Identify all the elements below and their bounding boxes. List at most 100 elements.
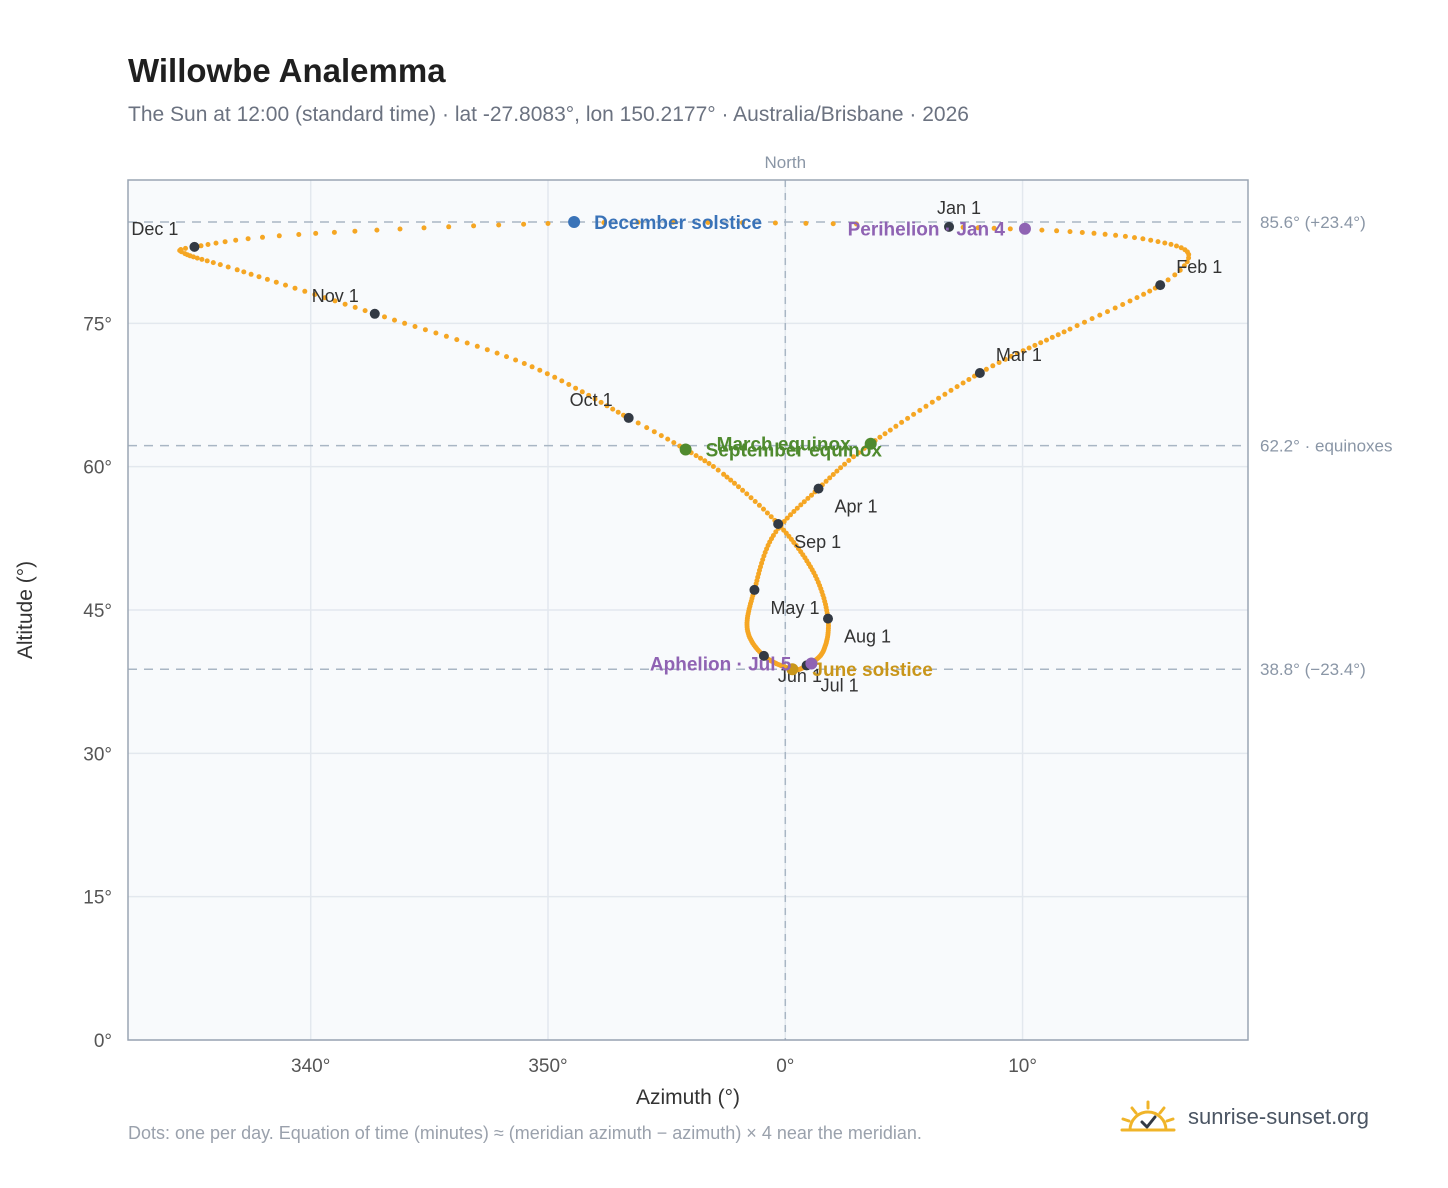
daily-dot — [402, 320, 408, 326]
daily-dot — [794, 505, 800, 511]
daily-dot — [1140, 236, 1146, 242]
daily-dot — [1177, 267, 1183, 273]
daily-dot — [715, 467, 721, 473]
daily-dot — [205, 242, 211, 247]
daily-dot — [273, 279, 279, 285]
daily-dot — [302, 288, 308, 294]
daily-dot — [412, 324, 418, 329]
daily-dot — [374, 227, 380, 233]
daily-dot — [706, 461, 712, 466]
daily-dot — [929, 399, 935, 405]
daily-dot — [454, 337, 460, 343]
daily-dot — [954, 384, 960, 390]
event-dot — [864, 437, 877, 450]
daily-dot — [773, 529, 779, 535]
daily-dot — [598, 399, 604, 405]
daily-dot — [1105, 309, 1110, 315]
reference-line-label: 62.2° · equinoxes — [1260, 437, 1393, 456]
event-dot — [1018, 222, 1031, 235]
daily-dot — [241, 269, 247, 275]
event-dot — [679, 443, 692, 456]
month-dot — [749, 584, 760, 595]
daily-dot — [392, 317, 397, 323]
daily-dot — [579, 389, 585, 395]
daily-dot — [788, 512, 793, 518]
daily-dot — [1049, 334, 1055, 340]
daily-dot — [838, 465, 844, 471]
y-tick-label: 0° — [94, 1031, 112, 1052]
month-dot — [1155, 280, 1166, 291]
daily-dot — [1032, 342, 1038, 348]
daily-dot — [331, 229, 337, 235]
daily-dot — [446, 224, 452, 230]
month-dot — [369, 308, 380, 319]
daily-dot — [761, 506, 766, 512]
brand-name: sunrise-sunset.org — [1188, 1104, 1369, 1129]
month-label: Jan 1 — [937, 198, 981, 218]
daily-dot — [1184, 259, 1190, 265]
daily-dot — [1186, 255, 1192, 261]
daily-dot — [801, 499, 807, 505]
daily-dot — [521, 361, 527, 366]
month-dot — [813, 483, 824, 494]
daily-dot — [544, 371, 550, 377]
daily-dot — [665, 436, 671, 442]
y-tick-label: 60° — [83, 458, 112, 479]
month-label: Mar 1 — [996, 345, 1042, 365]
daily-dot — [521, 221, 527, 227]
daily-dot — [464, 340, 470, 346]
daily-dot — [658, 433, 664, 439]
daily-dot — [199, 256, 205, 262]
chart-title: Willowbe Analemma — [128, 52, 446, 89]
daily-dot — [256, 274, 262, 280]
x-tick-label: 0° — [776, 1056, 794, 1077]
daily-dot — [948, 387, 954, 393]
daily-dot — [905, 415, 911, 421]
month-dot — [623, 412, 634, 423]
daily-dot — [604, 403, 610, 409]
daily-dot — [443, 333, 449, 339]
daily-dot — [784, 515, 790, 521]
daily-dot — [292, 285, 298, 291]
month-dot — [823, 613, 833, 624]
daily-dot — [352, 304, 358, 310]
daily-dot — [702, 458, 708, 464]
daily-dot — [586, 392, 592, 398]
daily-dot — [1162, 240, 1168, 246]
y-tick-label: 75° — [83, 314, 112, 335]
daily-dot — [1044, 337, 1049, 343]
daily-dot — [834, 468, 840, 474]
daily-dot — [296, 232, 302, 237]
daily-dot — [362, 308, 368, 314]
daily-dot — [732, 480, 737, 486]
daily-dot — [222, 239, 228, 245]
daily-dot — [744, 491, 750, 497]
daily-dot — [213, 240, 219, 246]
daily-dot — [728, 477, 734, 483]
daily-dot — [798, 502, 804, 508]
brand-logo[interactable]: sunrise-sunset.org — [1120, 1100, 1369, 1134]
daily-dot — [1181, 263, 1187, 269]
daily-dot — [513, 357, 519, 363]
daily-dot — [830, 472, 836, 477]
daily-dot — [942, 391, 948, 397]
daily-dot — [851, 454, 856, 460]
daily-dot — [210, 260, 216, 266]
daily-dot — [670, 219, 676, 225]
daily-dot — [610, 406, 616, 412]
daily-dot — [764, 510, 770, 516]
daily-dot — [352, 228, 358, 234]
meridian-label: North — [764, 153, 806, 172]
event-dot — [786, 663, 799, 676]
daily-dot — [421, 225, 427, 231]
daily-dot — [183, 245, 188, 251]
daily-dot — [283, 282, 288, 288]
month-label: Sep 1 — [794, 532, 841, 552]
daily-dot — [823, 478, 829, 484]
month-dot — [758, 650, 769, 661]
daily-dot — [1067, 326, 1073, 332]
daily-dot — [601, 220, 607, 226]
daily-dot — [260, 234, 265, 240]
daily-dot — [756, 502, 762, 508]
